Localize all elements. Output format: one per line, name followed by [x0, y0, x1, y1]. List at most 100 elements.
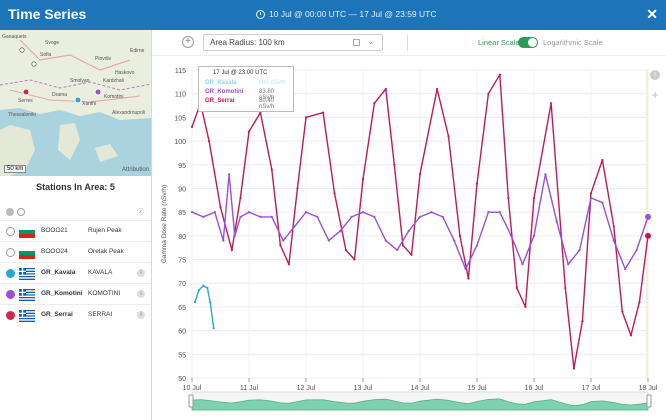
svg-text:Smolyan: Smolyan — [70, 78, 90, 84]
tooltip-name: GR_Kavala — [205, 80, 237, 86]
x-tick-label: 11 Jul — [240, 385, 259, 392]
station-code: GR_Serrai — [41, 311, 73, 318]
data-point — [322, 111, 325, 114]
add-station-icon[interactable]: + — [182, 36, 194, 48]
data-point — [193, 301, 196, 304]
station-name: Orelak Peak — [88, 248, 124, 255]
y-tick-label: 100 — [174, 139, 186, 146]
station-row[interactable]: BOOO24 Orelak Peak — [0, 241, 151, 262]
area-radius-select[interactable]: Area Radius: 100 km ⌄ — [203, 34, 383, 51]
y-tick-label: 115 — [175, 68, 186, 75]
station-radio[interactable] — [6, 227, 15, 236]
chevron-down-icon[interactable]: ⌄ — [367, 37, 374, 46]
area-map[interactable]: Ganaquets Svoge Sofia Plovdiv Haskovo Ka… — [0, 30, 151, 176]
station-row[interactable]: GR_Komotini KOMOTINI i — [0, 283, 151, 304]
station-row[interactable]: BOOO21 Rujen Peak — [0, 220, 151, 241]
data-point — [212, 327, 215, 330]
station-info-icon[interactable]: i — [137, 269, 145, 277]
y-tick-label: 60 — [178, 329, 186, 336]
data-point — [344, 248, 347, 252]
data-point — [601, 158, 604, 162]
close-icon[interactable]: ✕ — [646, 6, 658, 22]
tooltip-value: 83.80 nSv/h — [259, 89, 275, 101]
y-tick-label: 105 — [174, 115, 186, 122]
station-row[interactable]: GR_Kavala KAVALA i — [0, 262, 151, 283]
data-point — [510, 234, 513, 237]
data-point — [410, 253, 413, 256]
serrai-end-marker — [645, 232, 651, 239]
data-point — [239, 215, 242, 218]
station-code: GR_Kavala — [41, 269, 76, 276]
area-radius-label: Area Radius: 100 km — [210, 38, 285, 47]
left-panel: Ganaquets Svoge Sofia Plovdiv Haskovo Ka… — [0, 30, 152, 420]
station-radio[interactable] — [6, 311, 15, 320]
linear-scale-label[interactable]: Linear Scale — [478, 38, 520, 47]
data-point — [202, 215, 205, 218]
navigator-handle-left[interactable] — [188, 394, 194, 408]
data-point — [572, 367, 575, 370]
y-tick-label: 110 — [175, 92, 186, 99]
data-point — [441, 215, 444, 218]
data-point — [532, 196, 536, 200]
data-point — [373, 102, 376, 105]
select-none-radio[interactable] — [17, 208, 25, 216]
logarithmic-scale-label[interactable]: Logarithmic Scale — [543, 38, 603, 47]
station-radio[interactable] — [6, 269, 15, 278]
data-point — [190, 125, 194, 128]
station-name: Rujen Peak — [88, 227, 122, 234]
greece-flag-icon — [19, 267, 35, 280]
time-range[interactable]: 10 Jul @ 00:00 UTC — 17 Jul @ 23:59 UTC — [256, 9, 437, 19]
data-point — [230, 248, 233, 252]
clear-selection-icon[interactable]: ⓧ — [137, 209, 144, 216]
data-point — [339, 230, 342, 233]
data-point — [515, 286, 518, 290]
y-tick-label: 50 — [178, 376, 186, 383]
data-point — [209, 301, 212, 304]
svg-text:Edirne: Edirne — [130, 48, 145, 54]
zoom-in-icon[interactable]: + — [651, 88, 659, 102]
data-point — [635, 248, 638, 252]
y-tick-label: 95 — [178, 163, 186, 170]
scale-toggle[interactable] — [518, 37, 538, 48]
station-info-icon[interactable]: i — [137, 290, 145, 298]
radius-settings-icon[interactable] — [353, 39, 360, 46]
data-point — [407, 230, 410, 233]
data-point — [296, 187, 299, 190]
data-point — [327, 239, 330, 242]
current-time-band — [645, 70, 648, 378]
time-series-chart[interactable]: 50 55 60 65 70 75 80 85 90 95 100 105 110 115 10 Jul 11… — [152, 56, 666, 420]
data-point — [532, 234, 536, 237]
station-code: BOOO24 — [41, 248, 68, 255]
station-radio[interactable] — [6, 290, 15, 299]
data-point — [498, 73, 501, 76]
data-point — [282, 239, 285, 242]
station-radio[interactable] — [6, 248, 15, 257]
toggle-knob — [528, 38, 537, 47]
chart-svg: 50 55 60 65 70 75 80 85 90 95 100 105 110 115 10 Jul 11… — [161, 68, 658, 411]
data-point — [601, 201, 604, 204]
navigator-handle-right[interactable] — [646, 394, 652, 408]
data-point — [373, 215, 376, 218]
data-point — [453, 239, 456, 242]
bulgaria-flag-icon — [19, 225, 35, 238]
data-point — [498, 211, 501, 214]
x-tick-label: 10 Jul — [183, 385, 202, 392]
selection-row: ⓧ — [6, 206, 146, 218]
station-row[interactable]: GR_Serrai SERRAI i — [0, 304, 151, 325]
data-point — [384, 239, 387, 242]
clock-icon — [256, 9, 265, 19]
y-tick-label: 65 — [178, 305, 186, 312]
map-scale: 50 km — [4, 165, 27, 173]
info-icon[interactable]: i — [650, 70, 660, 80]
select-all-radio[interactable] — [6, 208, 14, 216]
station-info-icon[interactable]: i — [137, 311, 145, 319]
data-point — [436, 87, 439, 91]
map-attribution[interactable]: Attribution — [121, 167, 149, 173]
data-point — [350, 215, 353, 218]
y-tick-label: 80 — [178, 234, 186, 241]
data-point — [222, 239, 225, 242]
tooltip-name: GR_Komotini — [205, 89, 244, 95]
data-point — [393, 163, 396, 166]
komotini-end-marker — [645, 213, 651, 220]
